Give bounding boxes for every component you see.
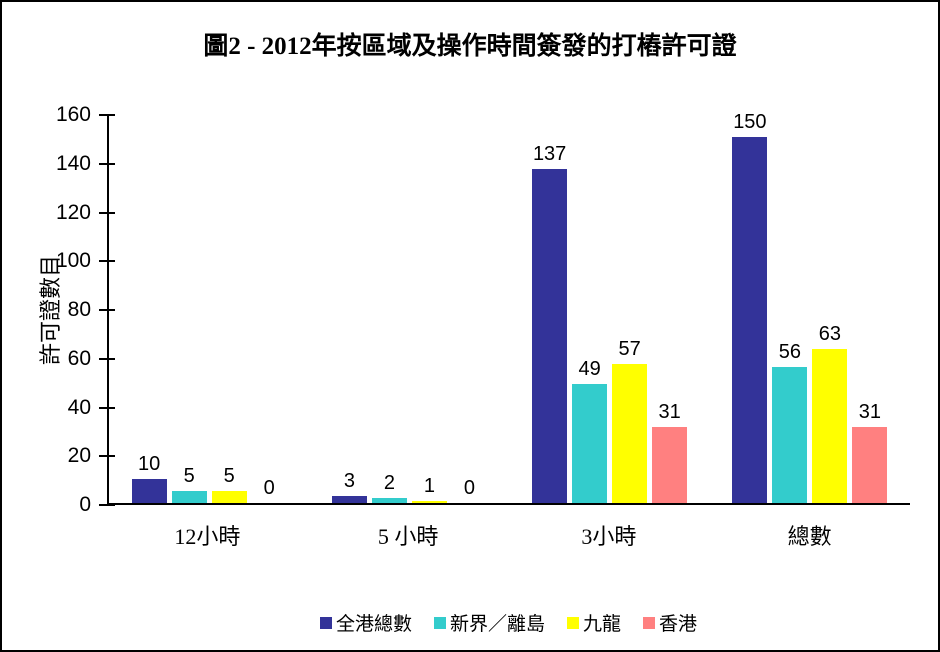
bar-value-label: 150 — [733, 111, 767, 134]
y-tick-label: 40 — [67, 395, 91, 419]
bar-slot: 10 — [131, 452, 167, 503]
legend: 全港總數 新界／離島 九龍 香港 — [107, 609, 910, 636]
bar-group: 3 2 1 0 — [309, 115, 509, 503]
legend-swatch-icon — [567, 616, 579, 629]
bar-slot: 1 — [411, 474, 447, 503]
legend-label: 九龍 — [583, 614, 622, 635]
x-category-label: 12小時 — [174, 524, 241, 549]
bar — [532, 169, 568, 503]
bar-slot: 57 — [612, 337, 648, 503]
bar — [732, 137, 768, 503]
bar-value-label: 137 — [532, 143, 567, 166]
chart-title: 圖2 - 2012年按區域及操作時間簽發的打樁許可證 — [203, 33, 737, 60]
y-tick — [99, 260, 115, 263]
bar — [171, 490, 207, 503]
bar — [612, 364, 648, 503]
legend-label: 新界／離島 — [449, 614, 545, 635]
bar — [211, 490, 247, 503]
bar-slot: 63 — [812, 322, 848, 503]
bar-value-label: 1 — [423, 474, 435, 497]
bar-value-label: 5 — [223, 464, 235, 487]
legend-item: 香港 — [643, 609, 697, 636]
bar-group: 137 49 57 31 — [510, 115, 710, 503]
bar — [572, 383, 608, 503]
legend-swatch-icon — [319, 616, 332, 629]
bar-value-label: 63 — [818, 323, 841, 346]
bar-slot: 3 — [331, 469, 367, 503]
y-tick — [99, 504, 115, 506]
bar-slot: 0 — [452, 476, 487, 503]
y-tick-label: 140 — [55, 151, 91, 175]
y-tick-label: 120 — [55, 200, 91, 224]
bar-value-label: 3 — [343, 469, 355, 492]
bar-value-label: 0 — [463, 477, 475, 499]
y-tick-label: 0 — [79, 493, 91, 516]
y-tick — [99, 455, 115, 458]
x-category-label: 5 小時 — [377, 524, 439, 549]
legend-swatch-icon — [433, 616, 446, 629]
y-tick — [99, 406, 115, 409]
bar-slot: 2 — [371, 471, 407, 503]
bar-slot: 31 — [852, 400, 888, 503]
y-tick — [99, 211, 115, 214]
bar-slot: 0 — [252, 476, 287, 503]
y-tick-label: 100 — [55, 249, 91, 273]
bar — [772, 366, 808, 503]
bar-value-label: 57 — [618, 338, 641, 361]
bar-groups: 10 5 5 0 3 2 1 0 137 49 57 31 150 56 63 31 — [109, 111, 910, 503]
y-tick-label: 60 — [67, 346, 91, 370]
bar — [131, 478, 167, 503]
bar — [652, 427, 688, 503]
legend-item: 九龍 — [567, 609, 621, 636]
y-tick-label: 80 — [67, 298, 91, 321]
legend-swatch-icon — [643, 616, 656, 629]
plot-area: 0 20 40 60 80 100 120 140 160 10 5 5 0 3 2 1 0 137 49 57 31… — [56, 103, 910, 516]
bar-slot: 5 — [211, 464, 247, 503]
legend-item: 新界／離島 — [433, 609, 545, 636]
bar-slot: 49 — [572, 357, 608, 503]
bar-value-label: 31 — [658, 401, 681, 424]
bar-slot: 137 — [532, 142, 568, 503]
y-tick-label: 160 — [55, 103, 91, 126]
bar-value-label: 10 — [138, 452, 161, 475]
legend-label: 全港總數 — [335, 614, 412, 635]
bar-group: 10 5 5 0 — [109, 115, 309, 503]
bar — [812, 349, 848, 503]
bar — [371, 498, 407, 503]
bar-group: 150 56 63 31 — [710, 111, 910, 503]
y-tick — [99, 162, 115, 165]
bar-value-label: 2 — [383, 472, 395, 495]
x-category-label: 總數 — [787, 524, 832, 549]
bar-value-label: 5 — [183, 464, 195, 487]
bar-slot: 56 — [772, 340, 808, 503]
y-tick-label: 20 — [67, 444, 91, 468]
legend-label: 香港 — [659, 614, 698, 635]
bar — [852, 427, 888, 503]
bar — [331, 495, 367, 503]
bar-slot: 5 — [171, 464, 207, 503]
bar-value-label: 56 — [778, 340, 801, 363]
y-tick — [99, 309, 115, 311]
legend-item: 全港總數 — [319, 609, 412, 636]
bar-value-label: 49 — [578, 357, 601, 380]
bar — [411, 500, 447, 503]
bar-value-label: 31 — [858, 401, 881, 424]
bar-slot: 150 — [732, 110, 768, 503]
bar-value-label: 0 — [263, 477, 275, 499]
bar-slot: 31 — [652, 400, 688, 503]
y-tick — [99, 114, 115, 116]
y-tick — [99, 357, 115, 360]
x-category-label: 3小時 — [581, 524, 637, 549]
x-axis-labels: 12小時 5 小時 3小時 總數 — [107, 519, 910, 551]
